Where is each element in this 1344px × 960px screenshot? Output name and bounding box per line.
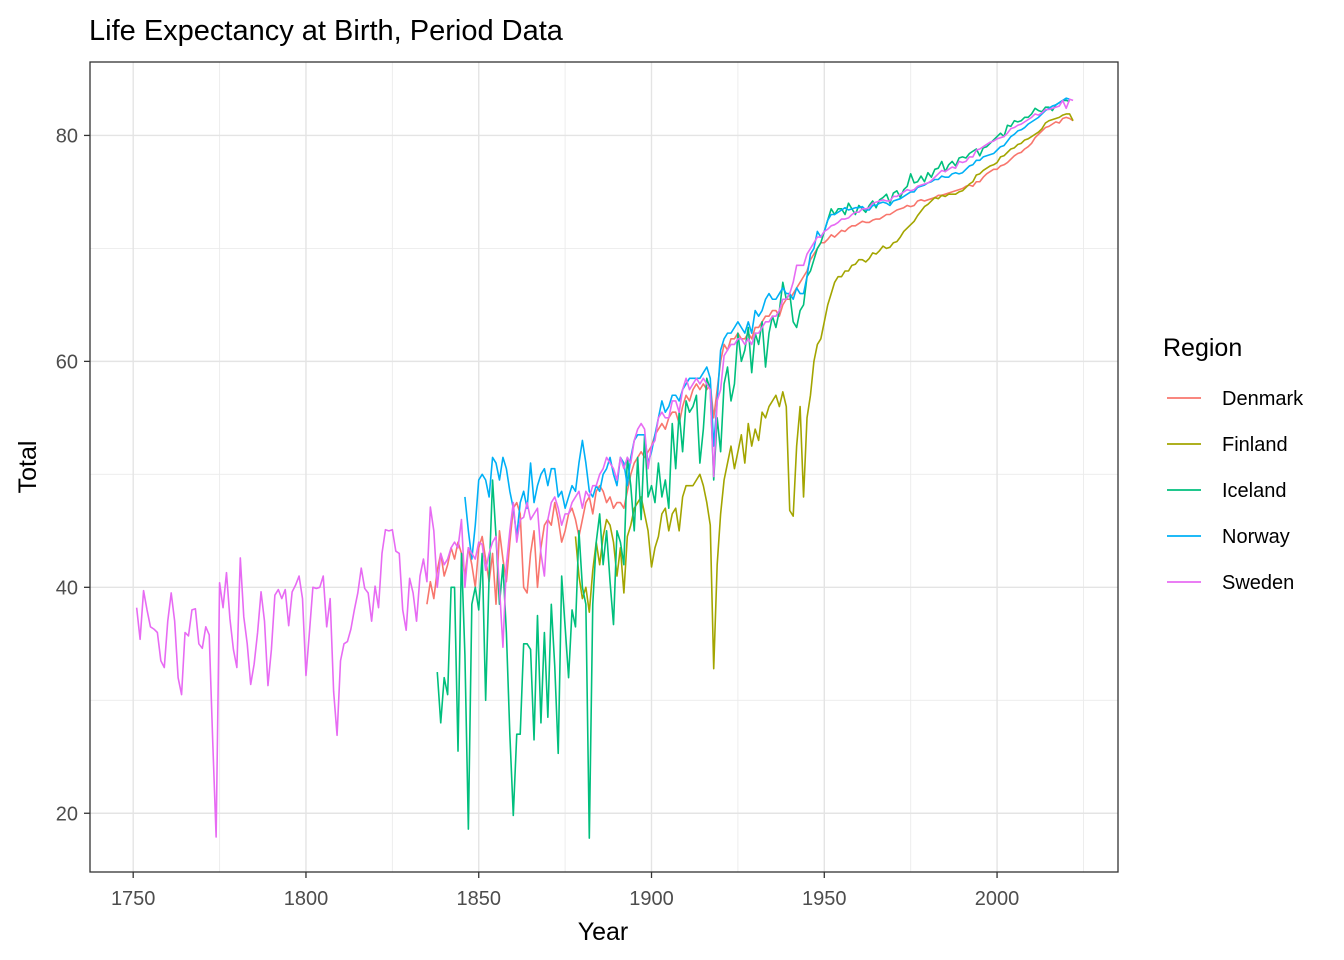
grid xyxy=(90,62,1118,872)
legend-label-iceland: Iceland xyxy=(1222,480,1287,502)
chart-title: Life Expectancy at Birth, Period Data xyxy=(89,15,564,47)
x-axis-title: Year xyxy=(578,918,629,946)
legend-label-finland: Finland xyxy=(1222,434,1288,456)
y-tick-label: 40 xyxy=(56,577,78,599)
legend-label-norway: Norway xyxy=(1222,526,1290,548)
y-tick-label: 20 xyxy=(56,803,78,825)
y-tick-label: 60 xyxy=(56,351,78,373)
x-tick-label: 1850 xyxy=(456,888,501,910)
y-tick-label: 80 xyxy=(56,125,78,147)
series-line-sweden xyxy=(135,98,1074,838)
x-tick-label: 1950 xyxy=(802,888,847,910)
x-tick-label: 1900 xyxy=(629,888,674,910)
panel-border xyxy=(89,61,1119,873)
legend-label-denmark: Denmark xyxy=(1222,388,1304,410)
series-line-denmark xyxy=(426,116,1074,606)
y-axis: 20 40 60 80 xyxy=(56,125,90,825)
series-line-finland xyxy=(574,113,1074,670)
x-axis: 1750 1800 1850 1900 1950 2000 xyxy=(111,872,1019,910)
x-tick-label: 2000 xyxy=(975,888,1020,910)
series-line-iceland xyxy=(436,99,1070,839)
series-line-norway xyxy=(464,97,1070,560)
legend-label-sweden: Sweden xyxy=(1222,572,1294,594)
legend-title: Region xyxy=(1163,334,1242,362)
x-tick-label: 1800 xyxy=(284,888,329,910)
y-axis-title: Total xyxy=(14,441,42,494)
legend: Region Denmark Finland Iceland Norway Sweden xyxy=(1163,334,1304,594)
x-tick-label: 1750 xyxy=(111,888,156,910)
series-lines xyxy=(135,97,1074,839)
